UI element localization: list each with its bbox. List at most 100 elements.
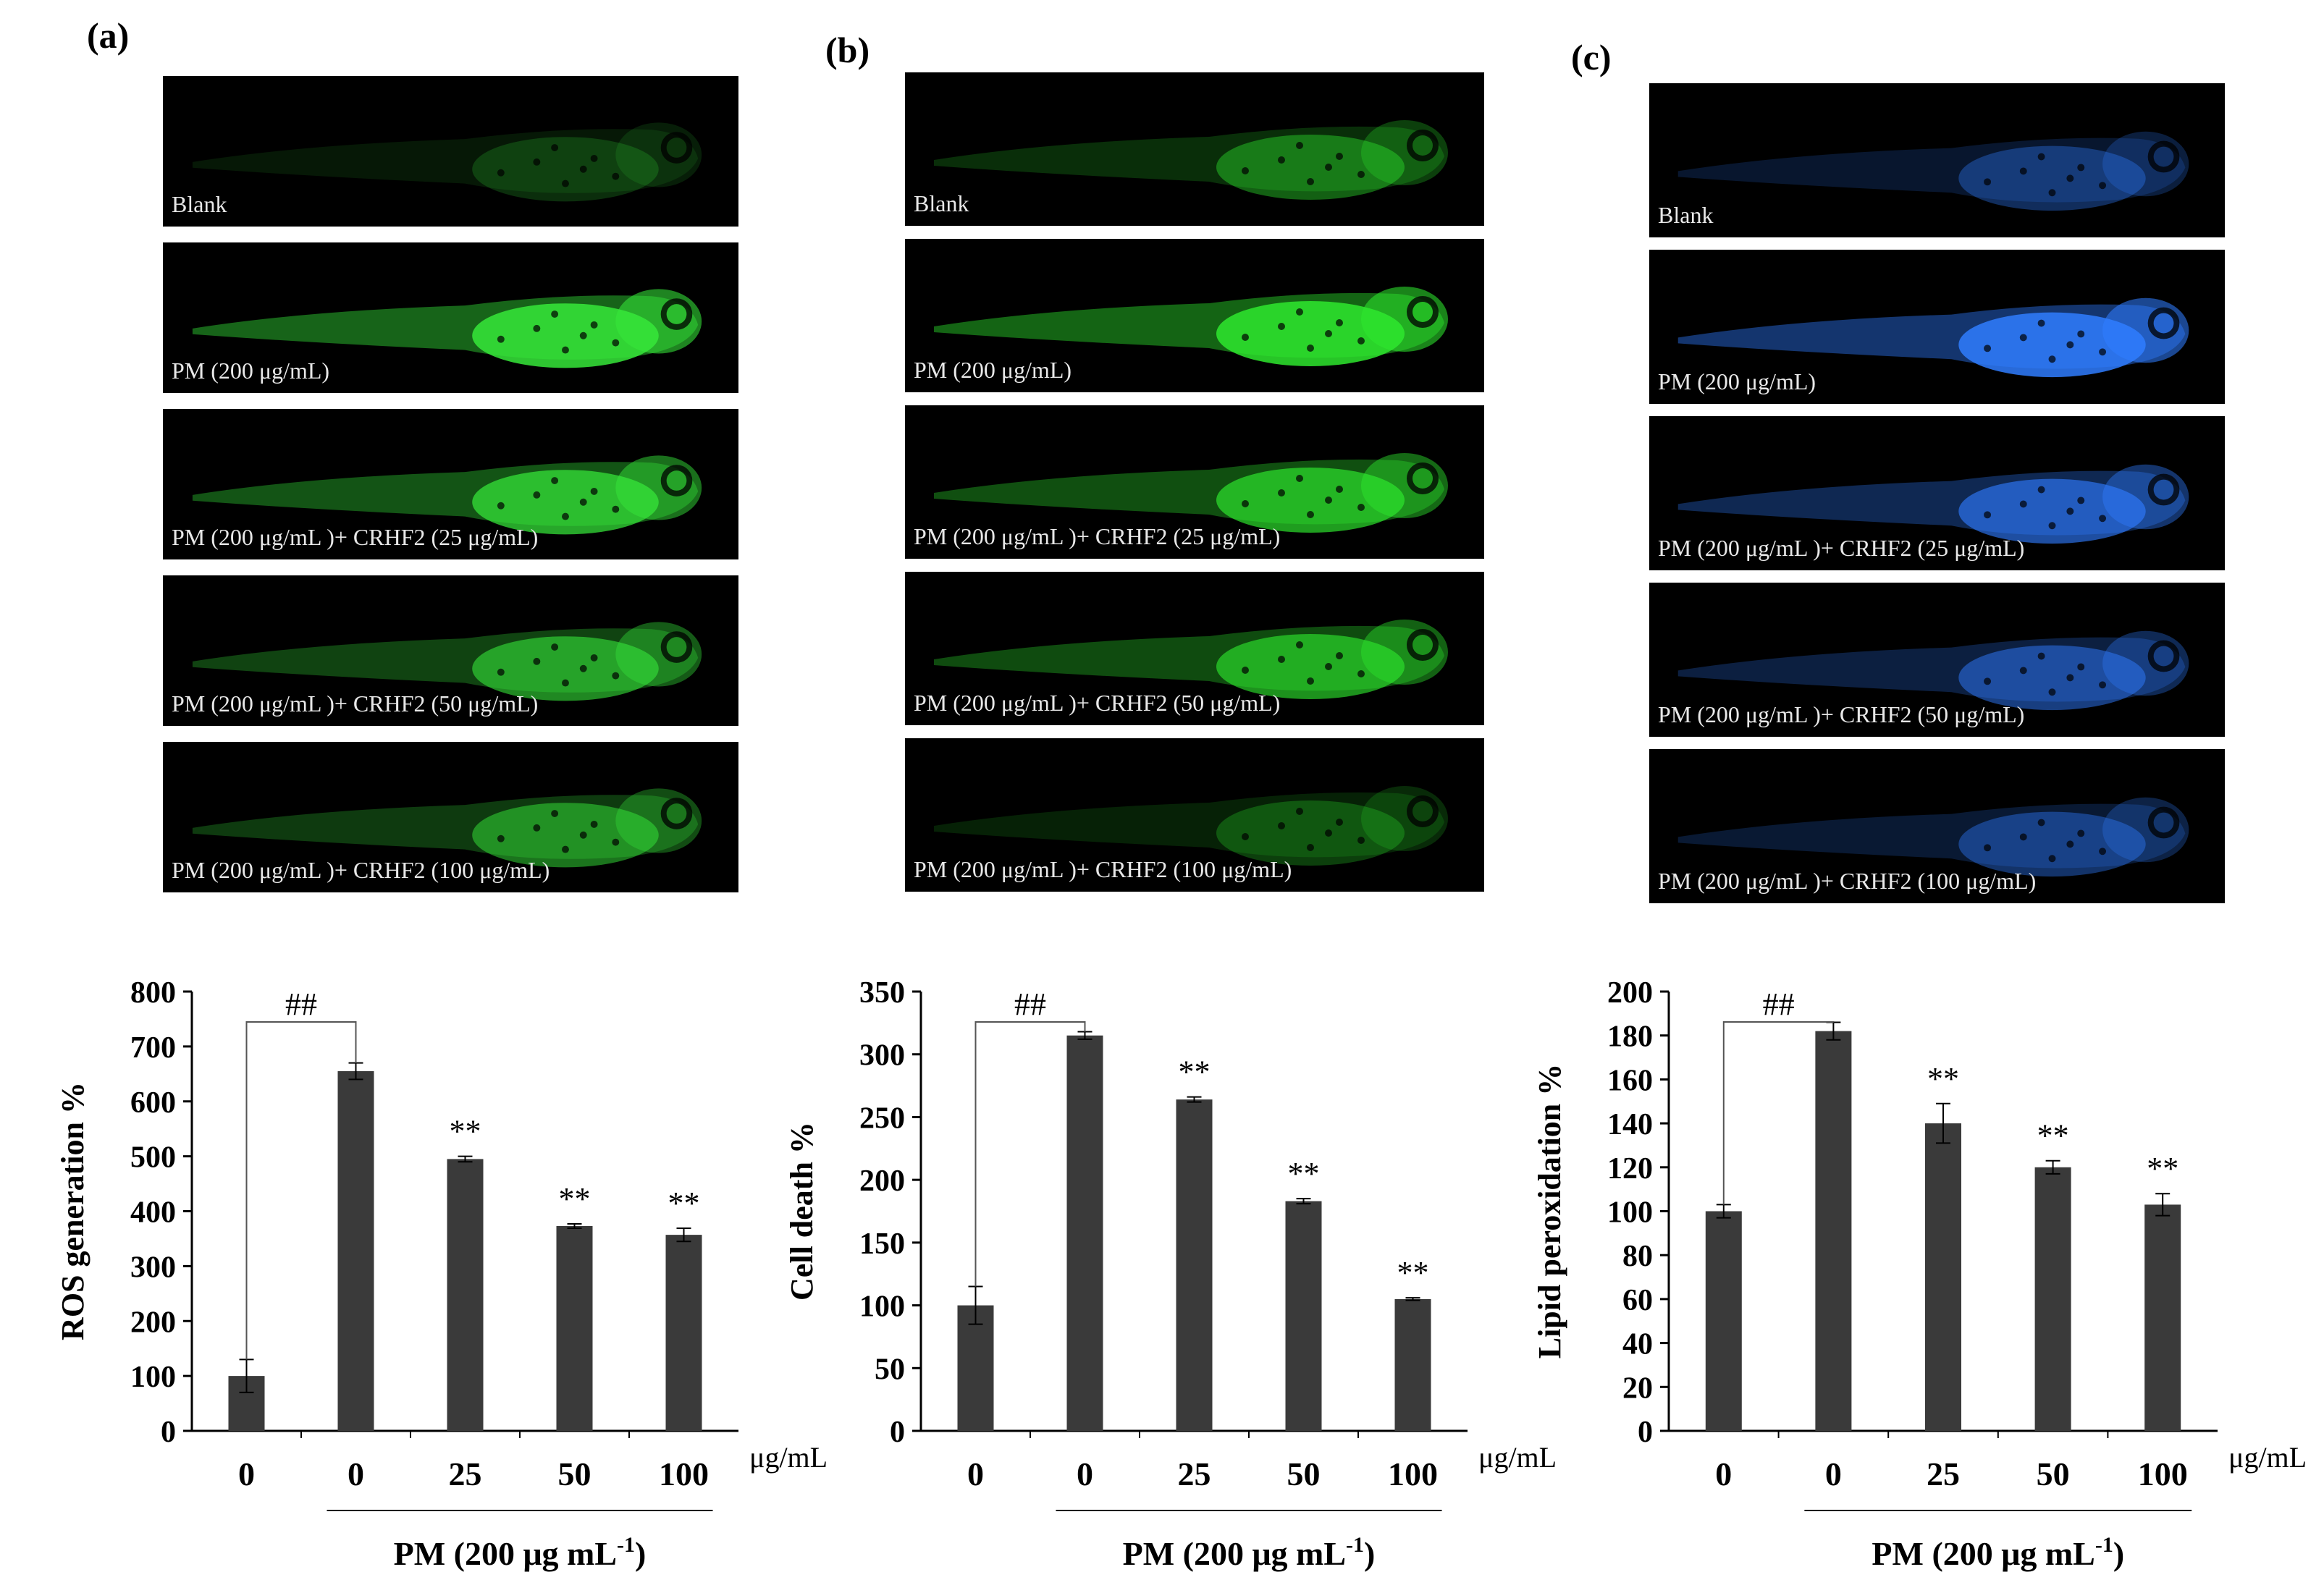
fluorescence-image: PM (200 μg/mL )+ CRHF2 (25 μg/mL) xyxy=(1649,416,2225,570)
y-axis-label: Lipid peroxidation % xyxy=(1532,1064,1567,1359)
y-axis-label: ROS generation % xyxy=(55,1082,90,1340)
y-tick-label: 800 xyxy=(130,976,176,1010)
y-tick-label: 40 xyxy=(1622,1328,1653,1361)
fluorescence-image: PM (200 μg/mL )+ CRHF2 (25 μg/mL) xyxy=(163,409,738,559)
bar xyxy=(1925,1123,1961,1431)
comparison-bracket xyxy=(974,1021,1086,1287)
image-label: PM (200 μg/mL )+ CRHF2 (50 μg/mL) xyxy=(172,690,539,717)
fluorescence-image: PM (200 μg/mL )+ CRHF2 (50 μg/mL) xyxy=(905,572,1484,725)
fluorescence-image: PM (200 μg/mL) xyxy=(1649,250,2225,404)
x-tick-label: 100 xyxy=(1388,1455,1438,1492)
bar xyxy=(2034,1167,2071,1431)
x-tick-label: 25 xyxy=(449,1455,482,1492)
zebrafish-larva-icon xyxy=(1677,131,2189,211)
y-tick-label: 250 xyxy=(859,1102,905,1135)
y-tick-label: 160 xyxy=(1607,1064,1653,1097)
significance-label: ** xyxy=(1179,1055,1211,1090)
zebrafish-larva-icon xyxy=(192,788,702,868)
group-label: PM (200 μg mL-1) xyxy=(1123,1533,1376,1572)
bracket-label: ## xyxy=(1763,986,1795,1022)
image-label: PM (200 μg/mL) xyxy=(1658,368,1816,394)
fluorescence-image: PM (200 μg/mL )+ CRHF2 (100 μg/mL) xyxy=(905,738,1484,892)
comparison-bracket xyxy=(1722,1021,1835,1205)
bar xyxy=(1815,1031,1852,1431)
significance-label: ** xyxy=(1397,1255,1429,1290)
zebrafish-larva-icon xyxy=(192,455,702,535)
y-tick-label: 0 xyxy=(1638,1416,1653,1449)
panel-letter: (c) xyxy=(1571,37,1612,77)
error-bar xyxy=(458,1155,473,1163)
image-label: Blank xyxy=(914,190,969,216)
image-label: PM (200 μg/mL) xyxy=(172,358,330,384)
bracket-label: ## xyxy=(285,986,317,1022)
zebrafish-larva-icon xyxy=(1677,630,2189,711)
zebrafish-larva-icon xyxy=(1677,297,2189,378)
fluorescence-image: PM (200 μg/mL )+ CRHF2 (25 μg/mL) xyxy=(905,405,1484,559)
zebrafish-larva-icon xyxy=(1677,464,2189,544)
error-bar xyxy=(2155,1193,2171,1217)
x-tick-label: 0 xyxy=(1825,1455,1842,1492)
x-tick-label: 0 xyxy=(1077,1455,1093,1492)
error-bar xyxy=(2045,1159,2060,1175)
bar xyxy=(1066,1035,1103,1431)
y-tick-label: 0 xyxy=(890,1416,905,1449)
fluorescence-image: PM (200 μg/mL) xyxy=(905,239,1484,392)
error-bar xyxy=(1296,1198,1311,1205)
error-bar xyxy=(1936,1102,1950,1144)
x-tick-label: 25 xyxy=(1178,1455,1211,1492)
bar xyxy=(665,1235,702,1431)
image-label: PM (200 μg/mL )+ CRHF2 (100 μg/mL) xyxy=(914,856,1292,882)
y-tick-label: 300 xyxy=(130,1251,176,1284)
comparison-bracket xyxy=(245,1021,357,1360)
bar xyxy=(447,1159,484,1431)
y-tick-label: 100 xyxy=(1607,1196,1653,1230)
fluorescence-image: PM (200 μg/mL )+ CRHF2 (50 μg/mL) xyxy=(1649,583,2225,737)
fluorescence-image: PM (200 μg/mL) xyxy=(163,242,738,393)
bracket-label: ## xyxy=(1014,986,1046,1022)
image-label: PM (200 μg/mL) xyxy=(914,357,1072,383)
zebrafish-larva-icon xyxy=(934,786,1448,866)
y-tick-label: 200 xyxy=(1607,976,1653,1010)
x-tick-label: 100 xyxy=(2138,1455,2188,1492)
zebrafish-larva-icon xyxy=(192,122,702,202)
image-label: PM (200 μg/mL )+ CRHF2 (50 μg/mL) xyxy=(1658,701,2025,727)
significance-label: ** xyxy=(2037,1118,2069,1154)
x-tick-label: 0 xyxy=(348,1455,364,1492)
image-label: PM (200 μg/mL )+ CRHF2 (100 μg/mL) xyxy=(1658,868,2037,894)
bar xyxy=(337,1071,374,1431)
y-tick-label: 50 xyxy=(875,1353,905,1386)
bar xyxy=(957,1305,994,1431)
fluorescence-image: PM (200 μg/mL )+ CRHF2 (100 μg/mL) xyxy=(1649,749,2225,903)
zebrafish-larva-icon xyxy=(192,622,702,701)
zebrafish-larva-icon xyxy=(934,453,1448,533)
x-tick-label: 50 xyxy=(2037,1455,2070,1492)
y-axis-label: Cell death % xyxy=(784,1122,820,1301)
significance-label: ** xyxy=(1288,1156,1320,1191)
significance-label: ** xyxy=(450,1114,481,1149)
y-tick-label: 500 xyxy=(130,1141,176,1175)
y-tick-label: 600 xyxy=(130,1086,176,1120)
panel-letter: (b) xyxy=(825,30,870,70)
group-label: PM (200 μg mL-1) xyxy=(394,1533,647,1572)
error-bar xyxy=(1405,1297,1420,1301)
x-tick-label: 0 xyxy=(967,1455,984,1492)
x-tick-label: 25 xyxy=(1927,1455,1960,1492)
x-tick-label: 0 xyxy=(238,1455,255,1492)
y-tick-label: 80 xyxy=(1622,1240,1653,1273)
bar xyxy=(1394,1298,1431,1431)
y-tick-label: 200 xyxy=(130,1306,176,1339)
y-tick-label: 120 xyxy=(1607,1152,1653,1186)
significance-label: ** xyxy=(668,1186,700,1221)
y-tick-label: 350 xyxy=(859,976,905,1010)
bar xyxy=(1285,1201,1322,1431)
y-tick-label: 150 xyxy=(859,1228,905,1261)
y-tick-label: 140 xyxy=(1607,1108,1653,1141)
significance-label: ** xyxy=(559,1181,591,1217)
error-bar xyxy=(1187,1096,1202,1103)
fluorescence-image: PM (200 μg/mL )+ CRHF2 (50 μg/mL) xyxy=(163,575,738,726)
bar-chart: 0 50 100 150 200 250 300 350 Cell death % 0 0 ** 25 *… xyxy=(784,976,1557,1572)
image-label: PM (200 μg/mL )+ CRHF2 (25 μg/mL) xyxy=(172,524,539,550)
zebrafish-larva-icon xyxy=(192,289,702,368)
bar xyxy=(1705,1211,1742,1431)
